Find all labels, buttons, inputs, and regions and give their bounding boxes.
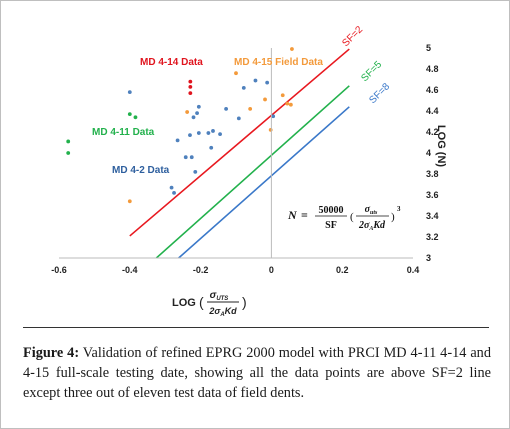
- data-point: [196, 131, 201, 135]
- svg-text:): ): [391, 211, 395, 223]
- data-point: [188, 84, 193, 89]
- data-point: [253, 78, 258, 83]
- annotation-md-4-11: MD 4-11 Data: [92, 127, 155, 138]
- sf-line: [129, 48, 350, 237]
- sf-line: [155, 85, 350, 258]
- data-point: [188, 79, 193, 84]
- annotation-md-4-15: MD 4-15 Field Data: [234, 57, 323, 68]
- y-tick-label: 4.6: [426, 85, 439, 95]
- chart: -0.6 -0.4 -0.2 0 0.2 0.4 3 3.2 3.4 3.6 3.8 4 4.2 4.4 4…: [51, 24, 447, 318]
- svg-text:N: N: [287, 208, 298, 222]
- data-point: [189, 155, 194, 160]
- data-point: [188, 133, 192, 138]
- sf-line-label: SF=2: [340, 24, 365, 49]
- svg-text:LOG: LOG: [172, 297, 196, 309]
- data-point: [288, 102, 293, 107]
- y-tick-label: 4.2: [426, 127, 439, 137]
- data-point: [211, 129, 215, 133]
- data-point: [285, 101, 290, 106]
- data-point: [175, 138, 180, 143]
- x-tick-label: -0.6: [51, 265, 67, 275]
- data-point: [185, 110, 190, 114]
- data-point: [206, 131, 211, 135]
- svg-text:(: (: [199, 294, 204, 310]
- annotation-md-4-2: MD 4-2 Data: [112, 165, 170, 176]
- y-tick-label: 3.6: [426, 190, 439, 200]
- svg-text:2σAKd: 2σAKd: [358, 220, 386, 232]
- x-axis-title: LOG ( σUTS 2σAKd ): [172, 290, 247, 318]
- sf-line-label: SF=8: [367, 81, 392, 106]
- data-point: [234, 71, 238, 76]
- data-point: [169, 185, 174, 190]
- y-axis-title: LOG (N): [435, 125, 447, 167]
- data-point: [183, 155, 188, 160]
- annotation-md-4-14: MD 4-14 Data: [140, 57, 203, 68]
- y-tick-label: 4.4: [426, 106, 439, 116]
- y-tick-label: 3.2: [426, 232, 439, 242]
- svg-text:σUTS: σUTS: [210, 290, 229, 302]
- sf-line-label: SF=5: [359, 59, 384, 84]
- x-tick-label: -0.2: [193, 265, 209, 275]
- data-point: [263, 97, 267, 102]
- data-point: [248, 107, 253, 111]
- sf-line: [178, 106, 350, 258]
- data-point: [191, 115, 196, 120]
- caption-text: Validation of refined EPRG 2000 model wi…: [23, 345, 491, 401]
- data-point: [127, 112, 132, 117]
- svg-text:3: 3: [397, 205, 401, 213]
- data-point: [209, 145, 214, 150]
- data-point: [127, 90, 132, 94]
- data-point: [265, 80, 270, 85]
- y-tick-label: 5: [426, 43, 431, 53]
- data-point: [127, 199, 132, 204]
- data-point: [241, 86, 246, 90]
- x-tick-label: -0.4: [122, 265, 138, 275]
- y-tick-label: 4: [426, 148, 431, 158]
- data-point: [271, 114, 276, 119]
- data-point: [133, 115, 138, 120]
- svg-text:): ): [242, 294, 247, 310]
- data-point: [218, 132, 222, 137]
- data-point: [188, 91, 193, 96]
- y-tick-label: 3.4: [426, 211, 439, 221]
- data-point: [290, 47, 294, 51]
- x-tick-label: 0.4: [407, 265, 420, 275]
- y-tick-label: 3.8: [426, 169, 439, 179]
- svg-text:σuts: σuts: [365, 204, 378, 216]
- data-point: [172, 191, 176, 195]
- data-point: [196, 104, 201, 109]
- model-formula: N = 50000 SF ( σuts 2σAKd ) 3: [287, 204, 401, 232]
- data-point: [224, 107, 228, 111]
- data-point: [195, 111, 199, 115]
- x-tick-label: 0.2: [336, 265, 349, 275]
- svg-text:=: =: [301, 208, 308, 222]
- y-tick-label: 3: [426, 253, 431, 263]
- caption-label: Figure 4:: [23, 345, 80, 361]
- svg-text:(: (: [350, 211, 354, 223]
- data-point: [193, 170, 198, 174]
- svg-text:50000: 50000: [319, 205, 344, 216]
- data-point: [236, 116, 241, 121]
- x-tick-label: 0: [269, 265, 274, 275]
- svg-text:2σAKd: 2σAKd: [208, 306, 237, 318]
- figure-caption: Figure 4: Validation of refined EPRG 200…: [23, 343, 491, 403]
- y-tick-label: 4.8: [426, 64, 439, 74]
- data-point: [66, 139, 71, 144]
- data-point: [268, 127, 273, 132]
- data-point: [66, 151, 71, 155]
- svg-text:SF: SF: [325, 220, 337, 231]
- caption-divider: [23, 327, 489, 328]
- data-point: [280, 93, 285, 98]
